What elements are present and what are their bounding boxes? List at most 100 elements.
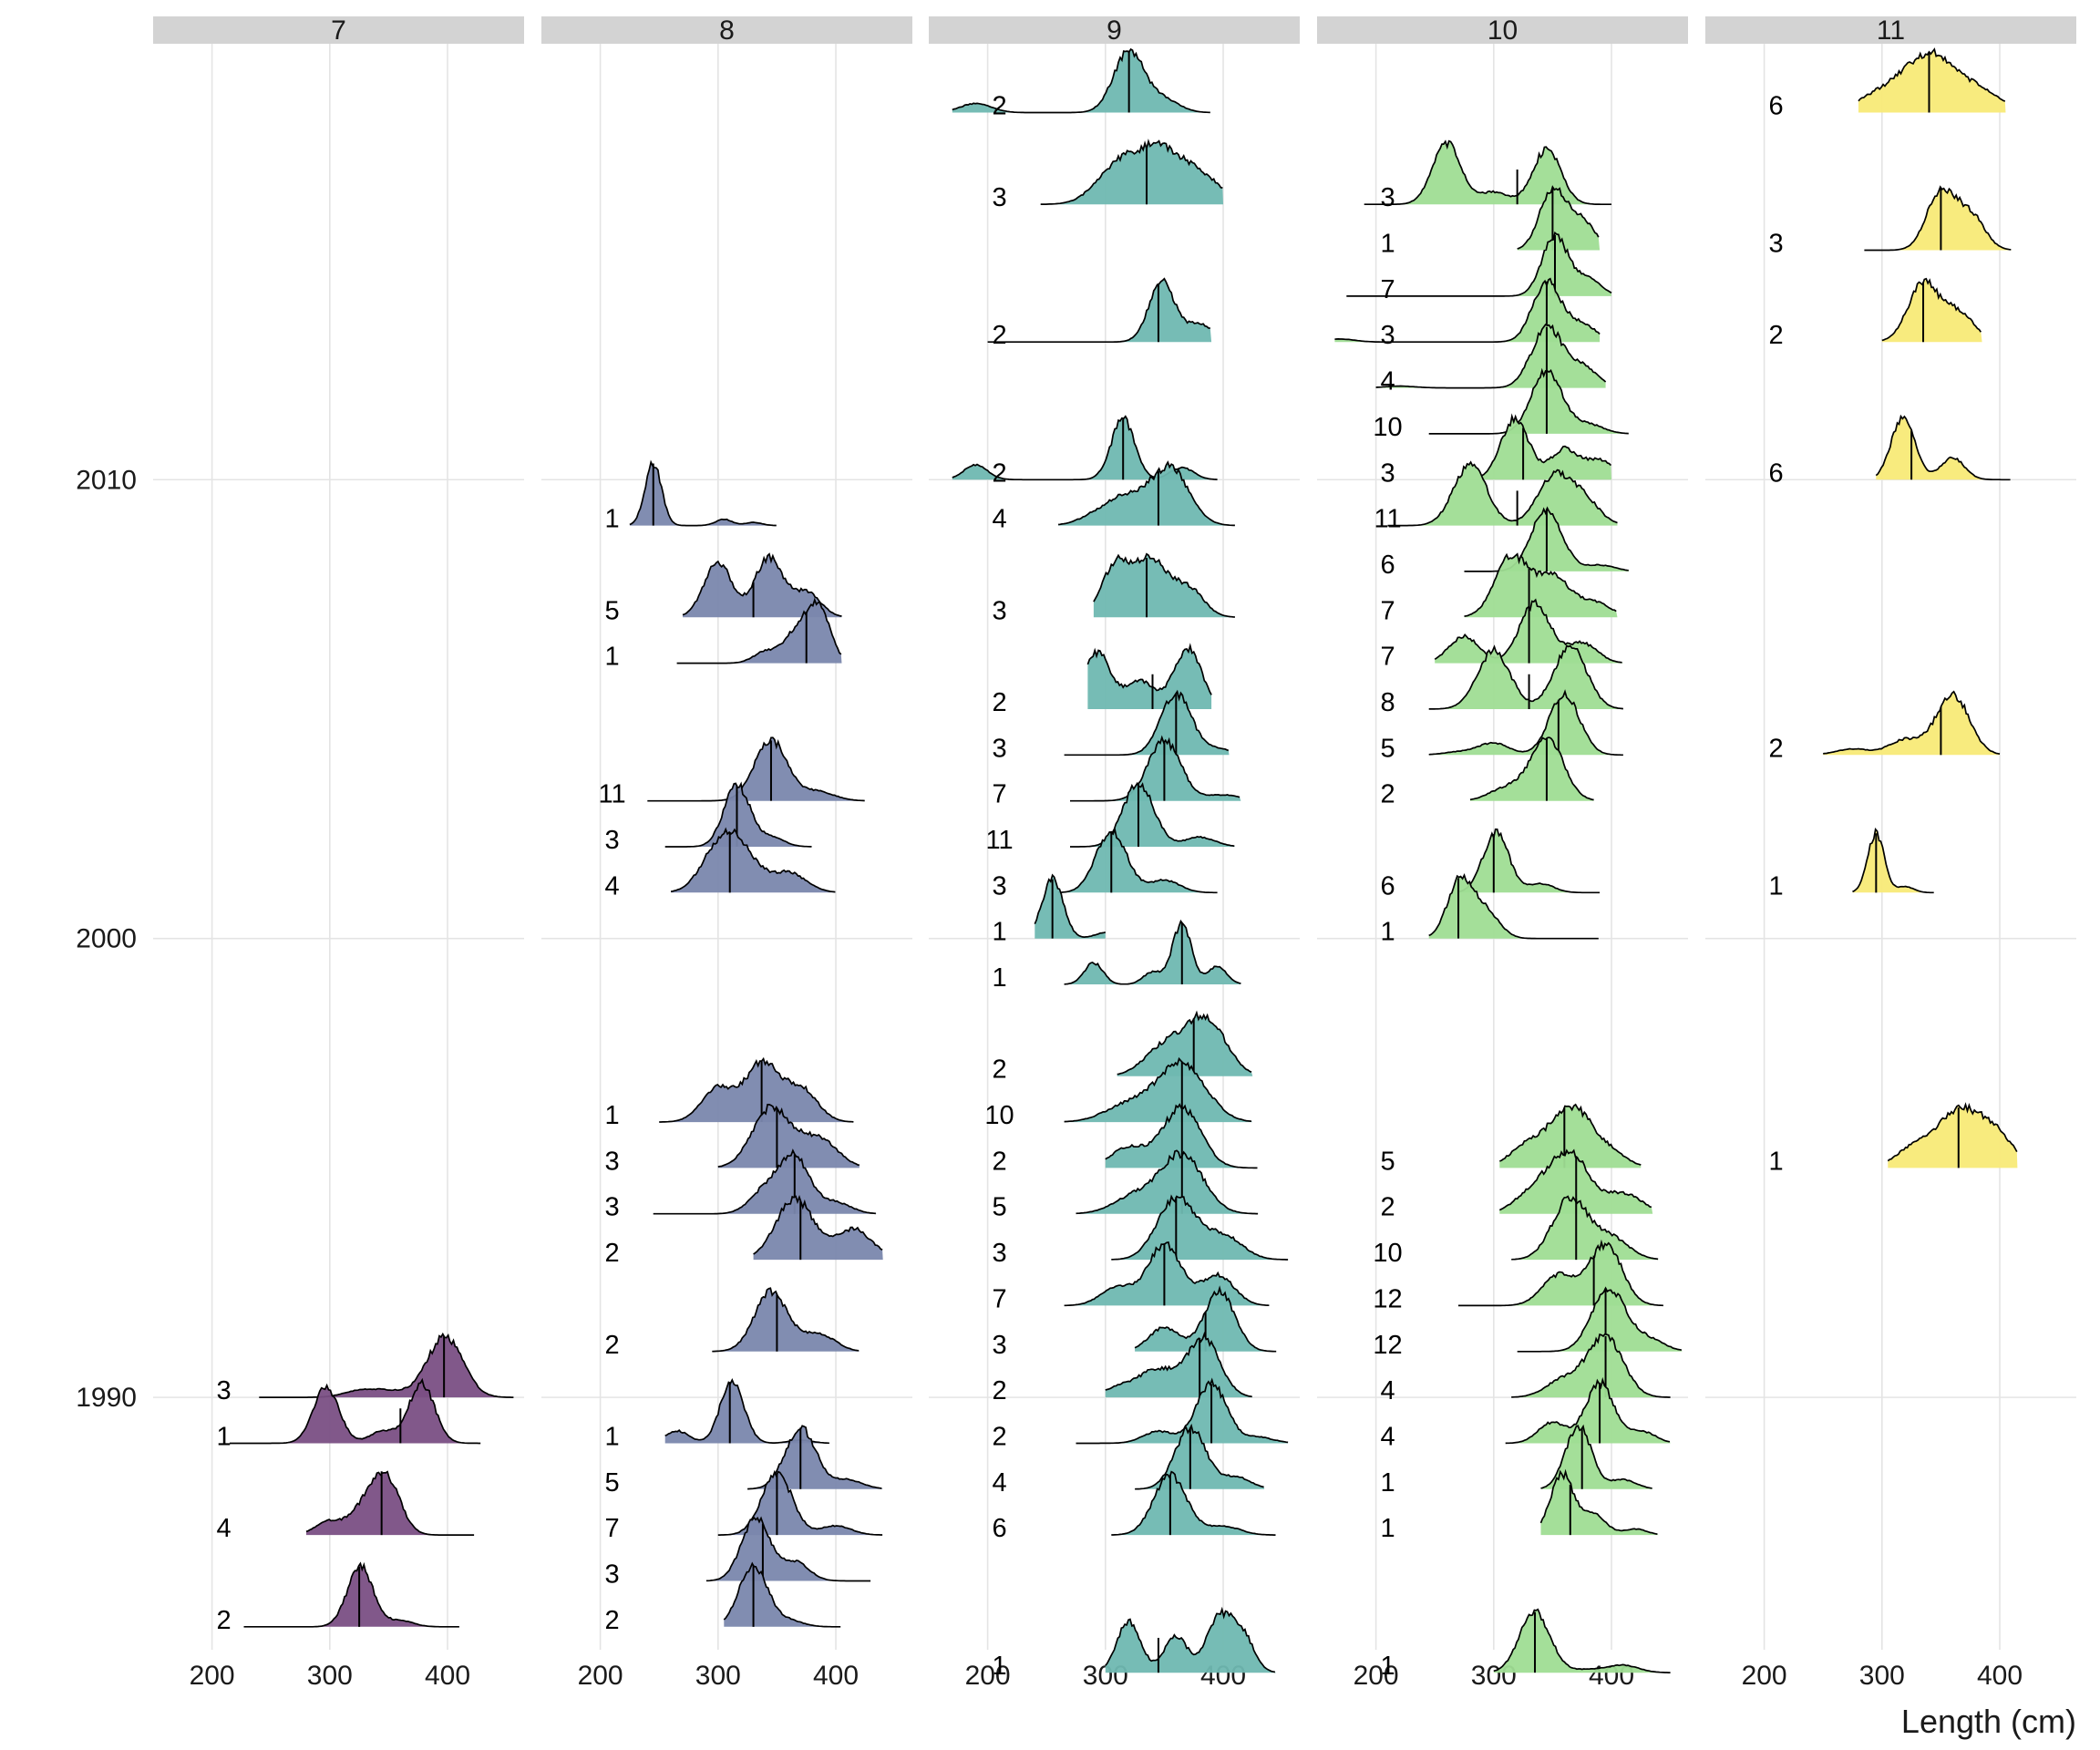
ridge-outline	[1070, 735, 1240, 802]
sample-size-label: 4	[1380, 367, 1395, 396]
x-tick-label: 200	[1354, 1661, 1399, 1691]
ridge-outline	[682, 552, 842, 617]
ridge-fill	[712, 1288, 860, 1352]
ridge-outline	[653, 1148, 876, 1215]
facet-strip-11	[1705, 16, 2076, 44]
ridge-fill	[1135, 1426, 1265, 1489]
ridge-9-2007: 3	[992, 552, 1235, 625]
ridge-outline	[723, 1561, 841, 1628]
sample-size-label: 2	[992, 1422, 1006, 1451]
ridge-10-2015: 1	[1380, 185, 1601, 259]
ridge-outline	[1428, 367, 1629, 435]
ridge-outline	[1457, 829, 1601, 894]
ridge-10-2000: 1	[1380, 872, 1601, 947]
ridge-9-1991: 3	[992, 1285, 1277, 1360]
x-tick-label: 300	[1859, 1661, 1905, 1691]
sample-size-label: 1	[1380, 1468, 1395, 1498]
ridge-fill	[1334, 278, 1601, 343]
ridge-outline	[1334, 277, 1601, 344]
sample-size-label: 4	[1380, 1422, 1395, 1451]
sample-size-label: 1	[604, 1422, 619, 1451]
ridge-fill	[1087, 645, 1212, 709]
ridge-fill	[1111, 1196, 1289, 1261]
ridge-fill	[1517, 1288, 1683, 1352]
ridge-fill	[647, 737, 866, 801]
sample-size-label: 1	[992, 1652, 1006, 1681]
ridge-fill	[717, 1104, 860, 1168]
ridge-fill	[952, 416, 1218, 480]
sample-size-label: 2	[992, 1055, 1006, 1085]
ridge-fill	[952, 49, 1212, 113]
facet-strip-label-7: 7	[331, 15, 346, 46]
ridge-fill	[1058, 829, 1218, 893]
ridge-9-1996: 10	[984, 1056, 1253, 1130]
facet-strip-7	[153, 16, 524, 44]
ridge-11-2015: 3	[1768, 185, 2012, 259]
ridge-9-1984: 1	[992, 1606, 1277, 1681]
ridge-outline	[1387, 460, 1618, 527]
ridge-7-1990: 3	[216, 1332, 515, 1405]
sample-size-label: 7	[1380, 643, 1395, 672]
sample-size-label: 6	[1380, 551, 1395, 580]
sample-size-label: 2	[992, 1376, 1006, 1405]
sample-size-label: 1	[1768, 871, 1783, 901]
sample-size-label: 2	[216, 1606, 231, 1635]
ridge-10-1994: 2	[1380, 1148, 1653, 1222]
ridge-outline	[1858, 47, 2006, 102]
ridge-10-1988: 1	[1380, 1424, 1653, 1498]
ridge-outline	[1864, 185, 2012, 252]
facet-strip-10	[1317, 16, 1688, 44]
ridge-fill	[1040, 140, 1223, 205]
sample-size-label: 3	[992, 1331, 1006, 1360]
ridge-9-1989: 2	[992, 1377, 1289, 1451]
ridge-outline	[1034, 873, 1107, 938]
sample-size-label: 12	[1373, 1284, 1402, 1313]
ridge-9-2003: 7	[992, 735, 1241, 809]
sample-size-label: 3	[216, 1376, 231, 1405]
ridge-outline	[1093, 552, 1235, 618]
ridge-fill	[1852, 829, 1935, 893]
ridge-fill	[747, 1426, 883, 1489]
ridge-9-1987: 6	[992, 1470, 1277, 1543]
ridge-9-2009: 4	[992, 460, 1235, 534]
ridge-10-2004: 5	[1380, 689, 1623, 763]
ridge-9-2000: 1	[992, 873, 1107, 947]
x-tick-label: 300	[695, 1661, 741, 1691]
sample-size-label: 10	[984, 1101, 1014, 1130]
ridge-9-2016: 3	[992, 139, 1223, 212]
ridge-8-1996: 1	[604, 1056, 854, 1130]
sample-size-label: 7	[1380, 275, 1395, 304]
ridge-outline	[1881, 277, 1982, 342]
ridge-11-2013: 2	[1768, 277, 1982, 350]
ridge-fill	[629, 462, 777, 526]
sample-size-label: 4	[216, 1514, 231, 1543]
ridge-9-2018: 2	[952, 47, 1212, 121]
ridge-fill	[705, 1518, 871, 1581]
x-tick-label: 200	[965, 1661, 1011, 1691]
ridge-8-1986: 3	[604, 1516, 871, 1589]
sample-size-label: 2	[992, 1147, 1006, 1176]
sample-size-label: 3	[992, 1239, 1006, 1268]
ridge-outline	[1464, 552, 1617, 618]
sample-size-label: 1	[1380, 1652, 1395, 1681]
sample-size-label: 2	[992, 688, 1006, 717]
sample-size-label: 3	[604, 826, 619, 855]
ridge-outline	[1511, 1195, 1659, 1261]
ridge-fill	[653, 1150, 878, 1214]
ridge-outline	[243, 1561, 459, 1628]
ridge-10-2016: 3	[1364, 139, 1611, 212]
sample-size-label: 5	[604, 1468, 619, 1498]
panel-grid-10	[1317, 44, 1688, 1650]
ridge-outline	[259, 1332, 514, 1398]
ridge-outline	[1064, 689, 1230, 757]
ridge-fill	[1493, 1609, 1671, 1673]
ridge-8-1987: 7	[604, 1469, 883, 1543]
ridge-fill	[1064, 1058, 1253, 1123]
ridge-11-2010: 6	[1768, 414, 2012, 488]
sample-size-label: 3	[1380, 183, 1395, 212]
ridge-outline	[1058, 826, 1218, 894]
sample-size-label: 1	[1380, 1514, 1395, 1543]
x-tick-label: 300	[307, 1661, 353, 1691]
ridge-fill	[1511, 1333, 1671, 1398]
